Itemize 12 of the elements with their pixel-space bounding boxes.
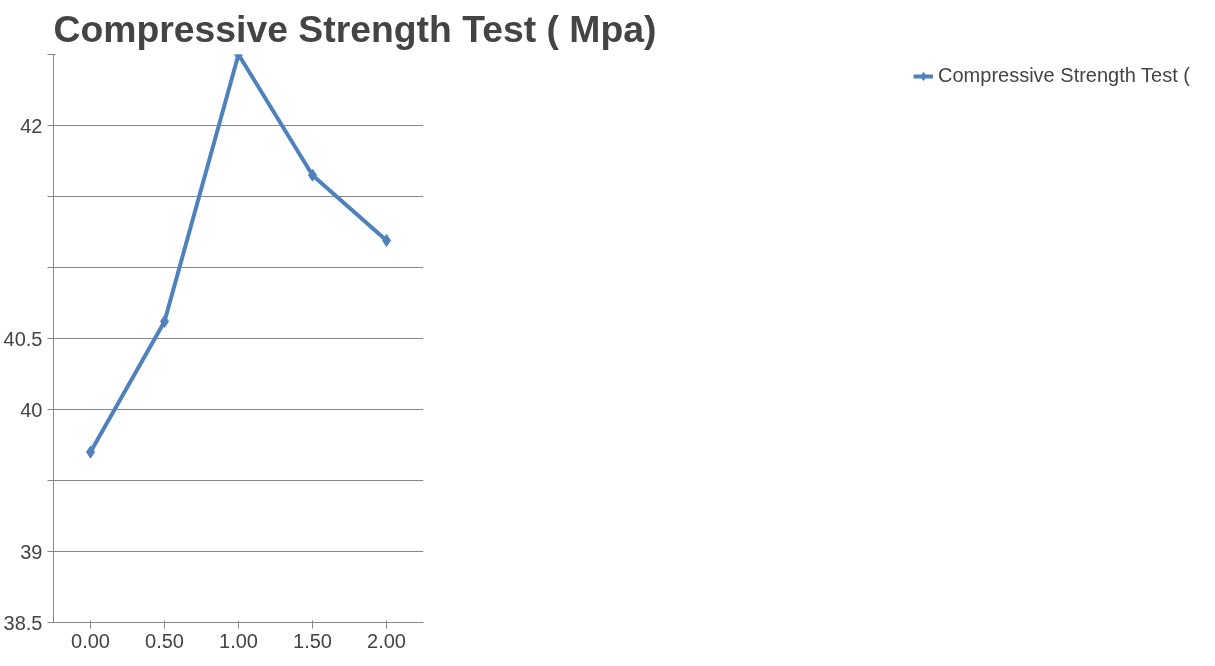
y-tick-label: 38.5 <box>3 611 43 634</box>
x-tick-label: 1.00 <box>219 629 258 652</box>
y-tick-label: 40.5 <box>3 327 43 350</box>
x-tick-label: 1.50 <box>293 629 332 652</box>
x-tick-label: 0.00 <box>71 629 110 652</box>
x-tick-label: 2.00 <box>367 629 406 652</box>
chart-title: Compressive Strength Test ( Mpa) <box>53 7 657 50</box>
y-tick-label: 39 <box>20 540 43 563</box>
y-tick-label: 42 <box>20 114 43 137</box>
legend-label: Compressive Strength Test ( <box>938 64 1190 87</box>
x-tick-label: 0.50 <box>145 629 184 652</box>
y-tick-label: 40 <box>20 398 43 421</box>
